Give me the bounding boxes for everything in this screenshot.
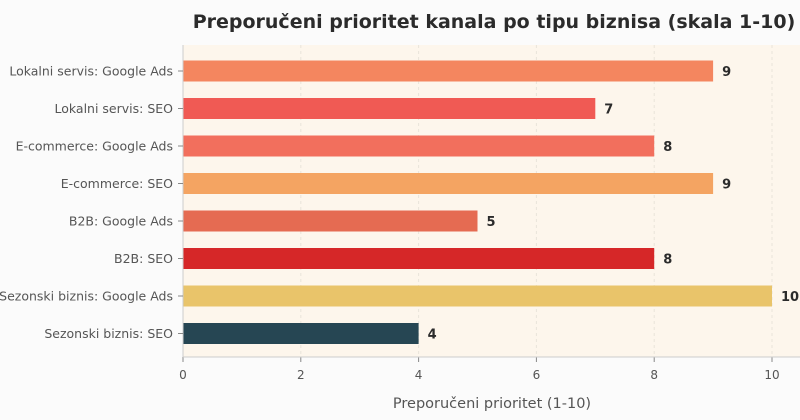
plot-area (183, 45, 800, 357)
category-label: Sezonski biznis: SEO (44, 326, 173, 341)
bar (183, 323, 419, 344)
bar (183, 285, 772, 307)
value-label: 9 (722, 65, 731, 80)
value-label: 4 (428, 328, 437, 343)
value-label: 10 (781, 290, 799, 305)
category-label: B2B: Google Ads (69, 214, 173, 229)
value-label: 8 (663, 140, 672, 155)
bar (183, 173, 714, 194)
value-label: 9 (722, 178, 731, 193)
value-label: 5 (487, 215, 496, 230)
category-label: E-commerce: Google Ads (16, 139, 173, 154)
bar (183, 98, 596, 119)
category-label: E-commerce: SEO (61, 176, 173, 191)
bar (183, 248, 655, 269)
category-label: Lokalni servis: SEO (55, 101, 174, 116)
x-tick-label: 10 (764, 368, 779, 382)
x-tick-label: 4 (415, 368, 423, 382)
x-tick-label: 0 (179, 368, 187, 382)
value-label: 7 (604, 103, 613, 118)
x-tick-label: 8 (650, 368, 658, 382)
bar (183, 210, 478, 232)
x-axis-title: Preporučeni prioritet (1-10) (393, 396, 591, 412)
chart-title: Preporučeni prioritet kanala po tipu biz… (193, 11, 796, 33)
x-tick-label: 6 (533, 368, 541, 382)
category-label: Sezonski biznis: Google Ads (0, 289, 173, 304)
value-label: 8 (663, 253, 672, 268)
axes: 0 2 4 6 8 10 Lokalni servis: Google Ads Lokalni… (0, 45, 800, 382)
bar (183, 135, 655, 157)
x-tick-label: 2 (297, 368, 305, 382)
bar (183, 60, 714, 82)
category-label: B2B: SEO (114, 251, 173, 266)
bars: 9 7 8 9 5 8 10 4 (183, 60, 799, 344)
category-label: Lokalni servis: Google Ads (9, 64, 173, 79)
